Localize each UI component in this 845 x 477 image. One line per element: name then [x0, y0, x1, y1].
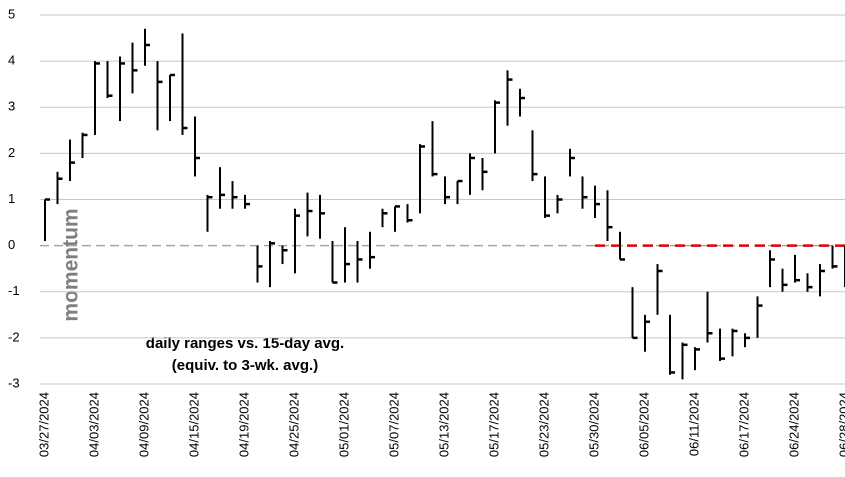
x-tick-label: 04/25/2024 [286, 392, 301, 457]
x-tick-label: 05/13/2024 [436, 392, 451, 457]
x-tick-label: 04/03/2024 [86, 392, 101, 457]
x-tick-label: 05/07/2024 [386, 392, 401, 457]
x-tick-label: 04/19/2024 [236, 392, 251, 457]
x-tick-label: 03/27/2024 [36, 392, 51, 457]
x-tick-label: 06/05/2024 [636, 392, 651, 457]
annotation: (equiv. to 3-wk. avg.) [172, 357, 318, 374]
y-tick-label: 5 [8, 6, 15, 21]
x-tick-label: 06/11/2024 [686, 392, 701, 456]
y-tick-label: 3 [8, 99, 15, 114]
y-tick-label: 2 [8, 145, 15, 160]
x-tick-label: 05/17/2024 [486, 392, 501, 457]
y-tick-label: 4 [8, 53, 15, 68]
x-tick-label: 06/17/2024 [736, 392, 751, 457]
x-tick-label: 06/24/2024 [786, 392, 801, 457]
x-tick-label: 05/30/2024 [586, 392, 601, 457]
x-tick-label: 04/09/2024 [136, 392, 151, 457]
annotation: daily ranges vs. 15-day avg. [146, 335, 344, 352]
annotation: momentum [60, 208, 83, 321]
x-tick-label: 05/01/2024 [336, 392, 351, 457]
x-tick-label: 04/15/2024 [186, 392, 201, 457]
y-tick-label: -3 [8, 375, 20, 390]
x-tick-label: 06/28/2024 [836, 392, 845, 457]
y-tick-label: -2 [8, 329, 20, 344]
y-tick-label: 0 [8, 237, 15, 252]
y-tick-label: -1 [8, 283, 20, 298]
y-tick-label: 1 [8, 191, 15, 206]
x-tick-label: 05/23/2024 [536, 392, 551, 457]
